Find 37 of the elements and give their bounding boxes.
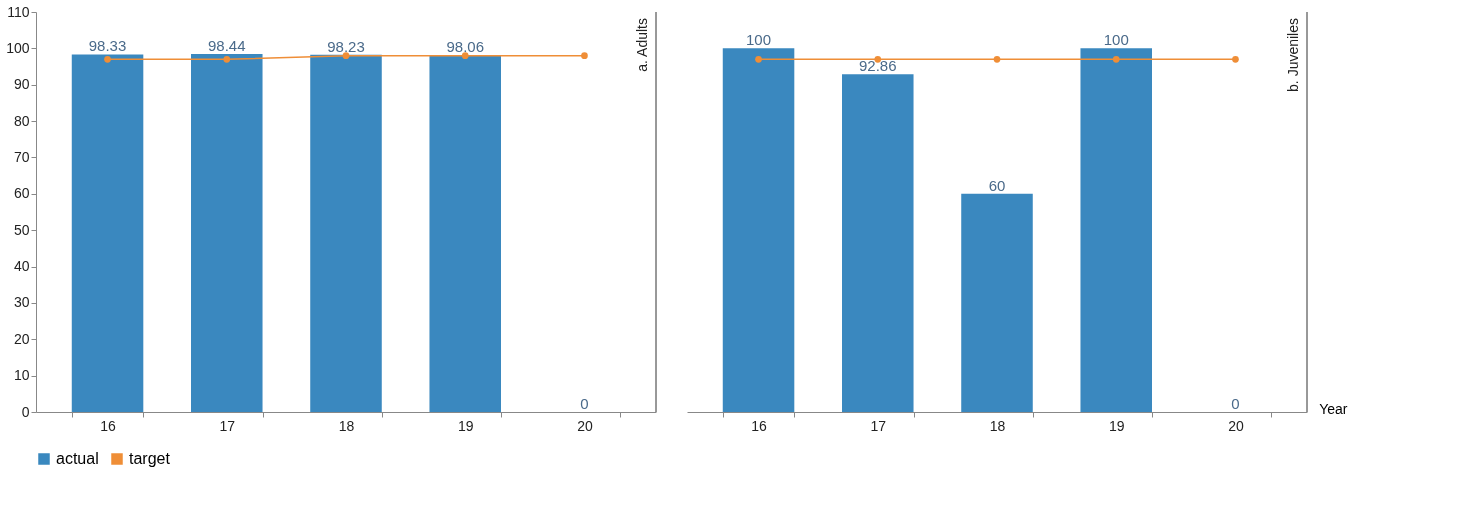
data-label: 98.06: [446, 38, 484, 56]
data-label: 100: [746, 31, 772, 49]
x-tick-label: 18: [338, 417, 355, 434]
legend-label: target: [129, 450, 171, 467]
x-tick-label: 17: [870, 417, 887, 434]
y-tick-label: 10: [13, 367, 30, 384]
data-label: 60: [988, 176, 1006, 194]
y-tick-label: 100: [6, 39, 30, 56]
data-label: 92.86: [859, 57, 897, 75]
data-label: 98.23: [327, 37, 365, 55]
y-tick-label: 110: [7, 3, 30, 20]
text: b. Juveniles: [1285, 18, 1301, 92]
data-label: 98.33: [88, 37, 127, 55]
x-tick-label: 19: [457, 417, 474, 434]
data-label: 100: [1103, 31, 1129, 49]
y-tick-label: 50: [13, 221, 30, 238]
data-label: 0: [580, 395, 589, 412]
y-tick-label: 40: [13, 258, 30, 275]
y-tick-label: 70: [13, 148, 30, 165]
y-tick-label: 60: [13, 185, 30, 202]
x-tick-label: 16: [100, 417, 117, 434]
x-tick-label: 20: [577, 417, 593, 434]
y-tick-label: 80: [13, 112, 30, 129]
y-tick-label: 30: [13, 294, 30, 311]
y-tick-label: 20: [13, 330, 30, 347]
y-tick-label: 90: [13, 76, 30, 93]
data-label: 98.44: [208, 37, 246, 55]
x-tick-label: 18: [989, 417, 1006, 434]
x-tick-label: 17: [219, 417, 236, 434]
x-tick-label: 20: [1228, 417, 1244, 434]
data-label: 0: [1231, 395, 1240, 412]
y-tick-label: 0: [21, 403, 30, 420]
legend-label: actual: [56, 450, 99, 467]
x-tick-label: 19: [1108, 417, 1125, 434]
x-tick-label: 16: [751, 417, 768, 434]
x-axis-title: Year: [1319, 400, 1348, 417]
text: a. Adults: [634, 18, 650, 72]
